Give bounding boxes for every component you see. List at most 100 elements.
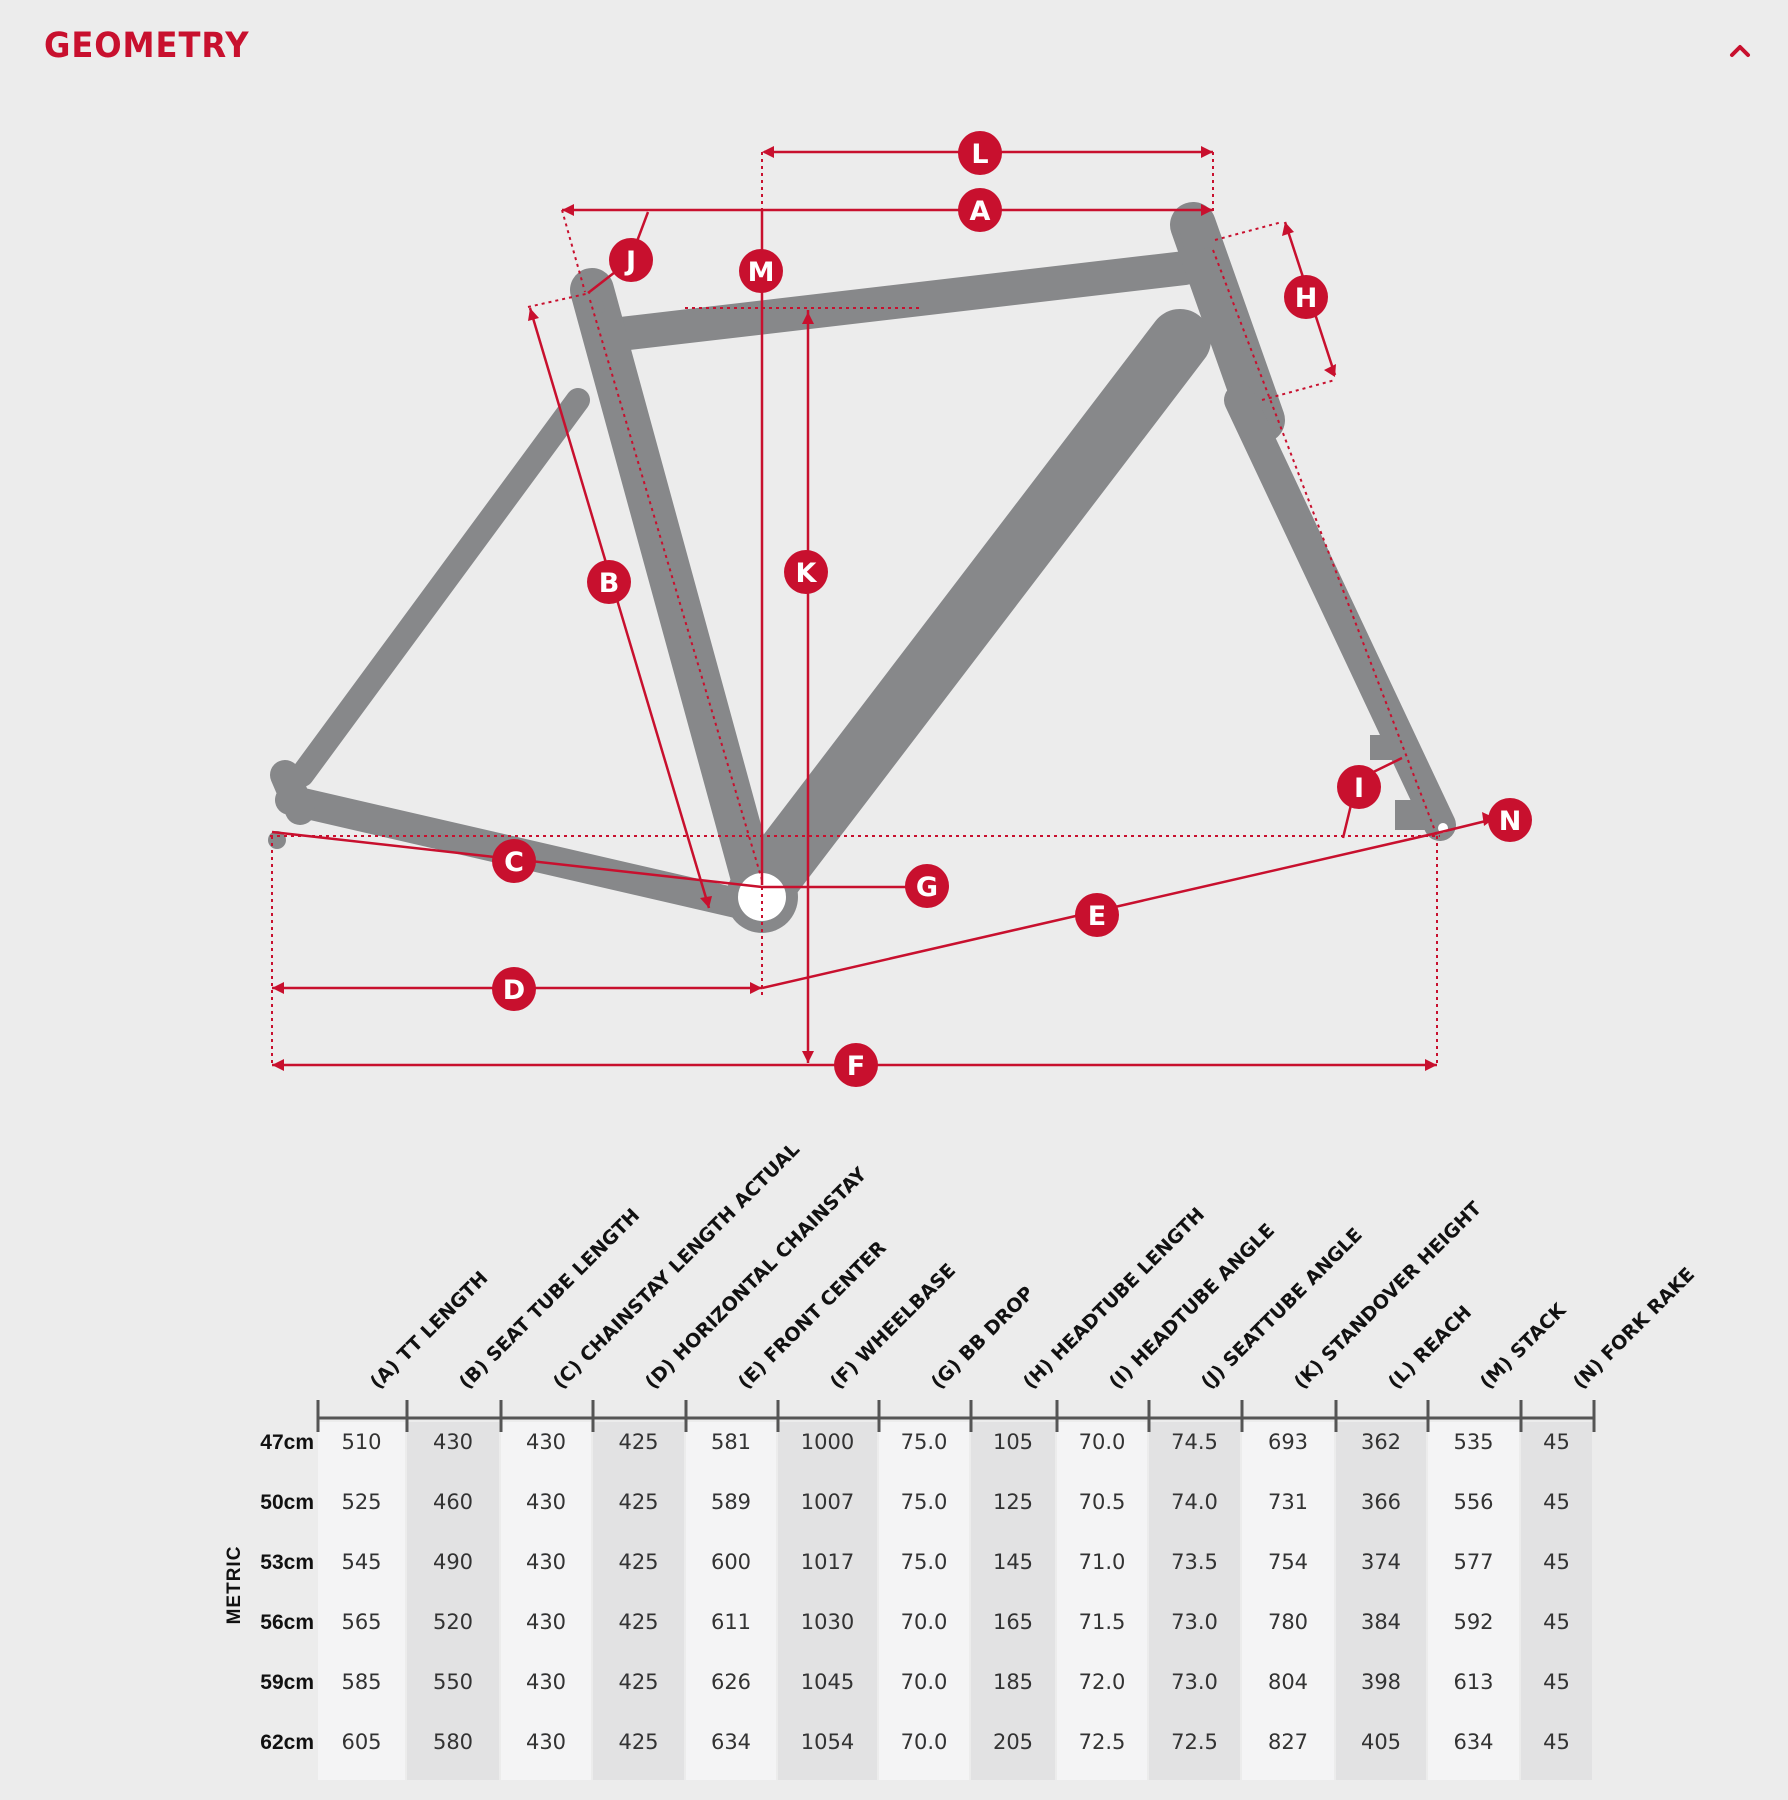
badge-k: K (784, 550, 828, 594)
table-cell: 73.0 (1171, 1610, 1218, 1634)
column-header: (B) SEAT TUBE LENGTH (455, 1204, 644, 1393)
table-cell: 611 (711, 1610, 751, 1634)
column-header: (K) STANDOVER HEIGHT (1290, 1197, 1486, 1393)
table-cell: 430 (526, 1430, 566, 1454)
table-cell: 827 (1268, 1730, 1308, 1754)
column-header: (I) HEADTUBE ANGLE (1105, 1219, 1279, 1393)
column-bg (1242, 1422, 1334, 1780)
table-cell: 165 (993, 1610, 1033, 1634)
table-cell: 592 (1453, 1610, 1493, 1634)
badge-m: M (739, 249, 783, 293)
table-cell: 1007 (801, 1490, 854, 1514)
table-cell: 398 (1361, 1670, 1401, 1694)
table-cell: 45 (1543, 1670, 1570, 1694)
table-cell: 520 (433, 1610, 473, 1634)
table-cell: 1017 (801, 1550, 854, 1574)
table-cell: 430 (526, 1490, 566, 1514)
badge-d: D (492, 967, 536, 1011)
table-cell: 75.0 (901, 1490, 948, 1514)
column-bg (1336, 1422, 1426, 1780)
row-size-label: 59cm (260, 1671, 314, 1694)
table-cell: 74.5 (1171, 1430, 1218, 1454)
table-cell: 1045 (801, 1670, 854, 1694)
table-cell: 72.5 (1079, 1730, 1126, 1754)
table-cell: 71.5 (1079, 1610, 1126, 1634)
table-cell: 145 (993, 1550, 1033, 1574)
table-cell: 425 (618, 1730, 658, 1754)
table-cell: 510 (341, 1430, 381, 1454)
column-header: (M) STACK (1476, 1298, 1571, 1393)
table-cell: 70.0 (1079, 1430, 1126, 1454)
svg-text:E: E (1088, 901, 1106, 932)
table-cell: 693 (1268, 1430, 1308, 1454)
svg-text:C: C (504, 847, 524, 878)
table-cell: 634 (1453, 1730, 1493, 1754)
badge-n: N (1488, 798, 1532, 842)
geometry-diagram: A B C D E F G H I J K L M N (268, 131, 1532, 1087)
table-cell: 565 (341, 1610, 381, 1634)
table-cells: 510 430 430 425 581 1000 75.0 105 70.0 74.5 693 362… (341, 1430, 1569, 1754)
table-cell: 425 (618, 1430, 658, 1454)
svg-text:K: K (796, 558, 818, 589)
table-cell: 589 (711, 1490, 751, 1514)
table-cell: 74.0 (1171, 1490, 1218, 1514)
svg-text:D: D (503, 975, 525, 1006)
column-headers: (A) TT LENGTH(B) SEAT TUBE LENGTH(C) CHA… (366, 1138, 1699, 1393)
column-header: (J) SEATTUBE ANGLE (1197, 1224, 1367, 1394)
column-bg (593, 1422, 684, 1780)
table-cell: 362 (1361, 1430, 1401, 1454)
table-cell: 1030 (801, 1610, 854, 1634)
table-cell: 430 (433, 1430, 473, 1454)
column-bg (407, 1422, 499, 1780)
table-cell: 75.0 (901, 1550, 948, 1574)
table-cell: 366 (1361, 1490, 1401, 1514)
badge-a: A (958, 188, 1002, 232)
table-cell: 70.0 (901, 1670, 948, 1694)
table-cell: 550 (433, 1670, 473, 1694)
table-cell: 72.0 (1079, 1670, 1126, 1694)
svg-text:B: B (599, 568, 620, 599)
table-cell: 45 (1543, 1430, 1570, 1454)
badge-b: B (587, 560, 631, 604)
column-bg (971, 1422, 1055, 1780)
badge-l: L (958, 131, 1002, 175)
table-cell: 634 (711, 1730, 751, 1754)
table-cell: 430 (526, 1670, 566, 1694)
table-cell: 1000 (801, 1430, 854, 1454)
badge-j: J (609, 238, 653, 282)
table-cell: 535 (1453, 1430, 1493, 1454)
column-bg (686, 1422, 776, 1780)
table-cell: 425 (618, 1550, 658, 1574)
badge-g: G (905, 864, 949, 908)
row-size-label: 53cm (260, 1551, 314, 1574)
column-bg (1428, 1422, 1519, 1780)
badge-c: C (492, 839, 536, 883)
row-labels: 47cm 50cm 53cm 56cm 59cm 62cm (260, 1431, 314, 1754)
table-cell: 605 (341, 1730, 381, 1754)
chevron-up-icon (1730, 45, 1750, 57)
table-cell: 731 (1268, 1490, 1308, 1514)
bike-frame (270, 202, 1456, 920)
table-cell: 545 (341, 1550, 381, 1574)
svg-text:M: M (748, 257, 775, 288)
column-bg (1149, 1422, 1240, 1780)
table-cell: 804 (1268, 1670, 1308, 1694)
table-cell: 374 (1361, 1550, 1401, 1574)
svg-text:F: F (847, 1051, 865, 1082)
table-cell: 460 (433, 1490, 473, 1514)
table-cell: 70.0 (901, 1730, 948, 1754)
column-header: (N) FORK RAKE (1569, 1263, 1699, 1393)
table-cell: 70.0 (901, 1610, 948, 1634)
collapse-button[interactable] (1720, 30, 1760, 70)
badge-h: H (1284, 275, 1328, 319)
badge-f: F (834, 1043, 878, 1087)
table-cell: 425 (618, 1490, 658, 1514)
table-cell: 430 (526, 1550, 566, 1574)
table-cell: 613 (1453, 1670, 1493, 1694)
table-cell: 780 (1268, 1610, 1308, 1634)
table-cell: 580 (433, 1730, 473, 1754)
column-bg (879, 1422, 969, 1780)
table-cell: 600 (711, 1550, 751, 1574)
column-backgrounds (318, 1422, 1592, 1780)
unit-label: METRIC (224, 1546, 245, 1625)
